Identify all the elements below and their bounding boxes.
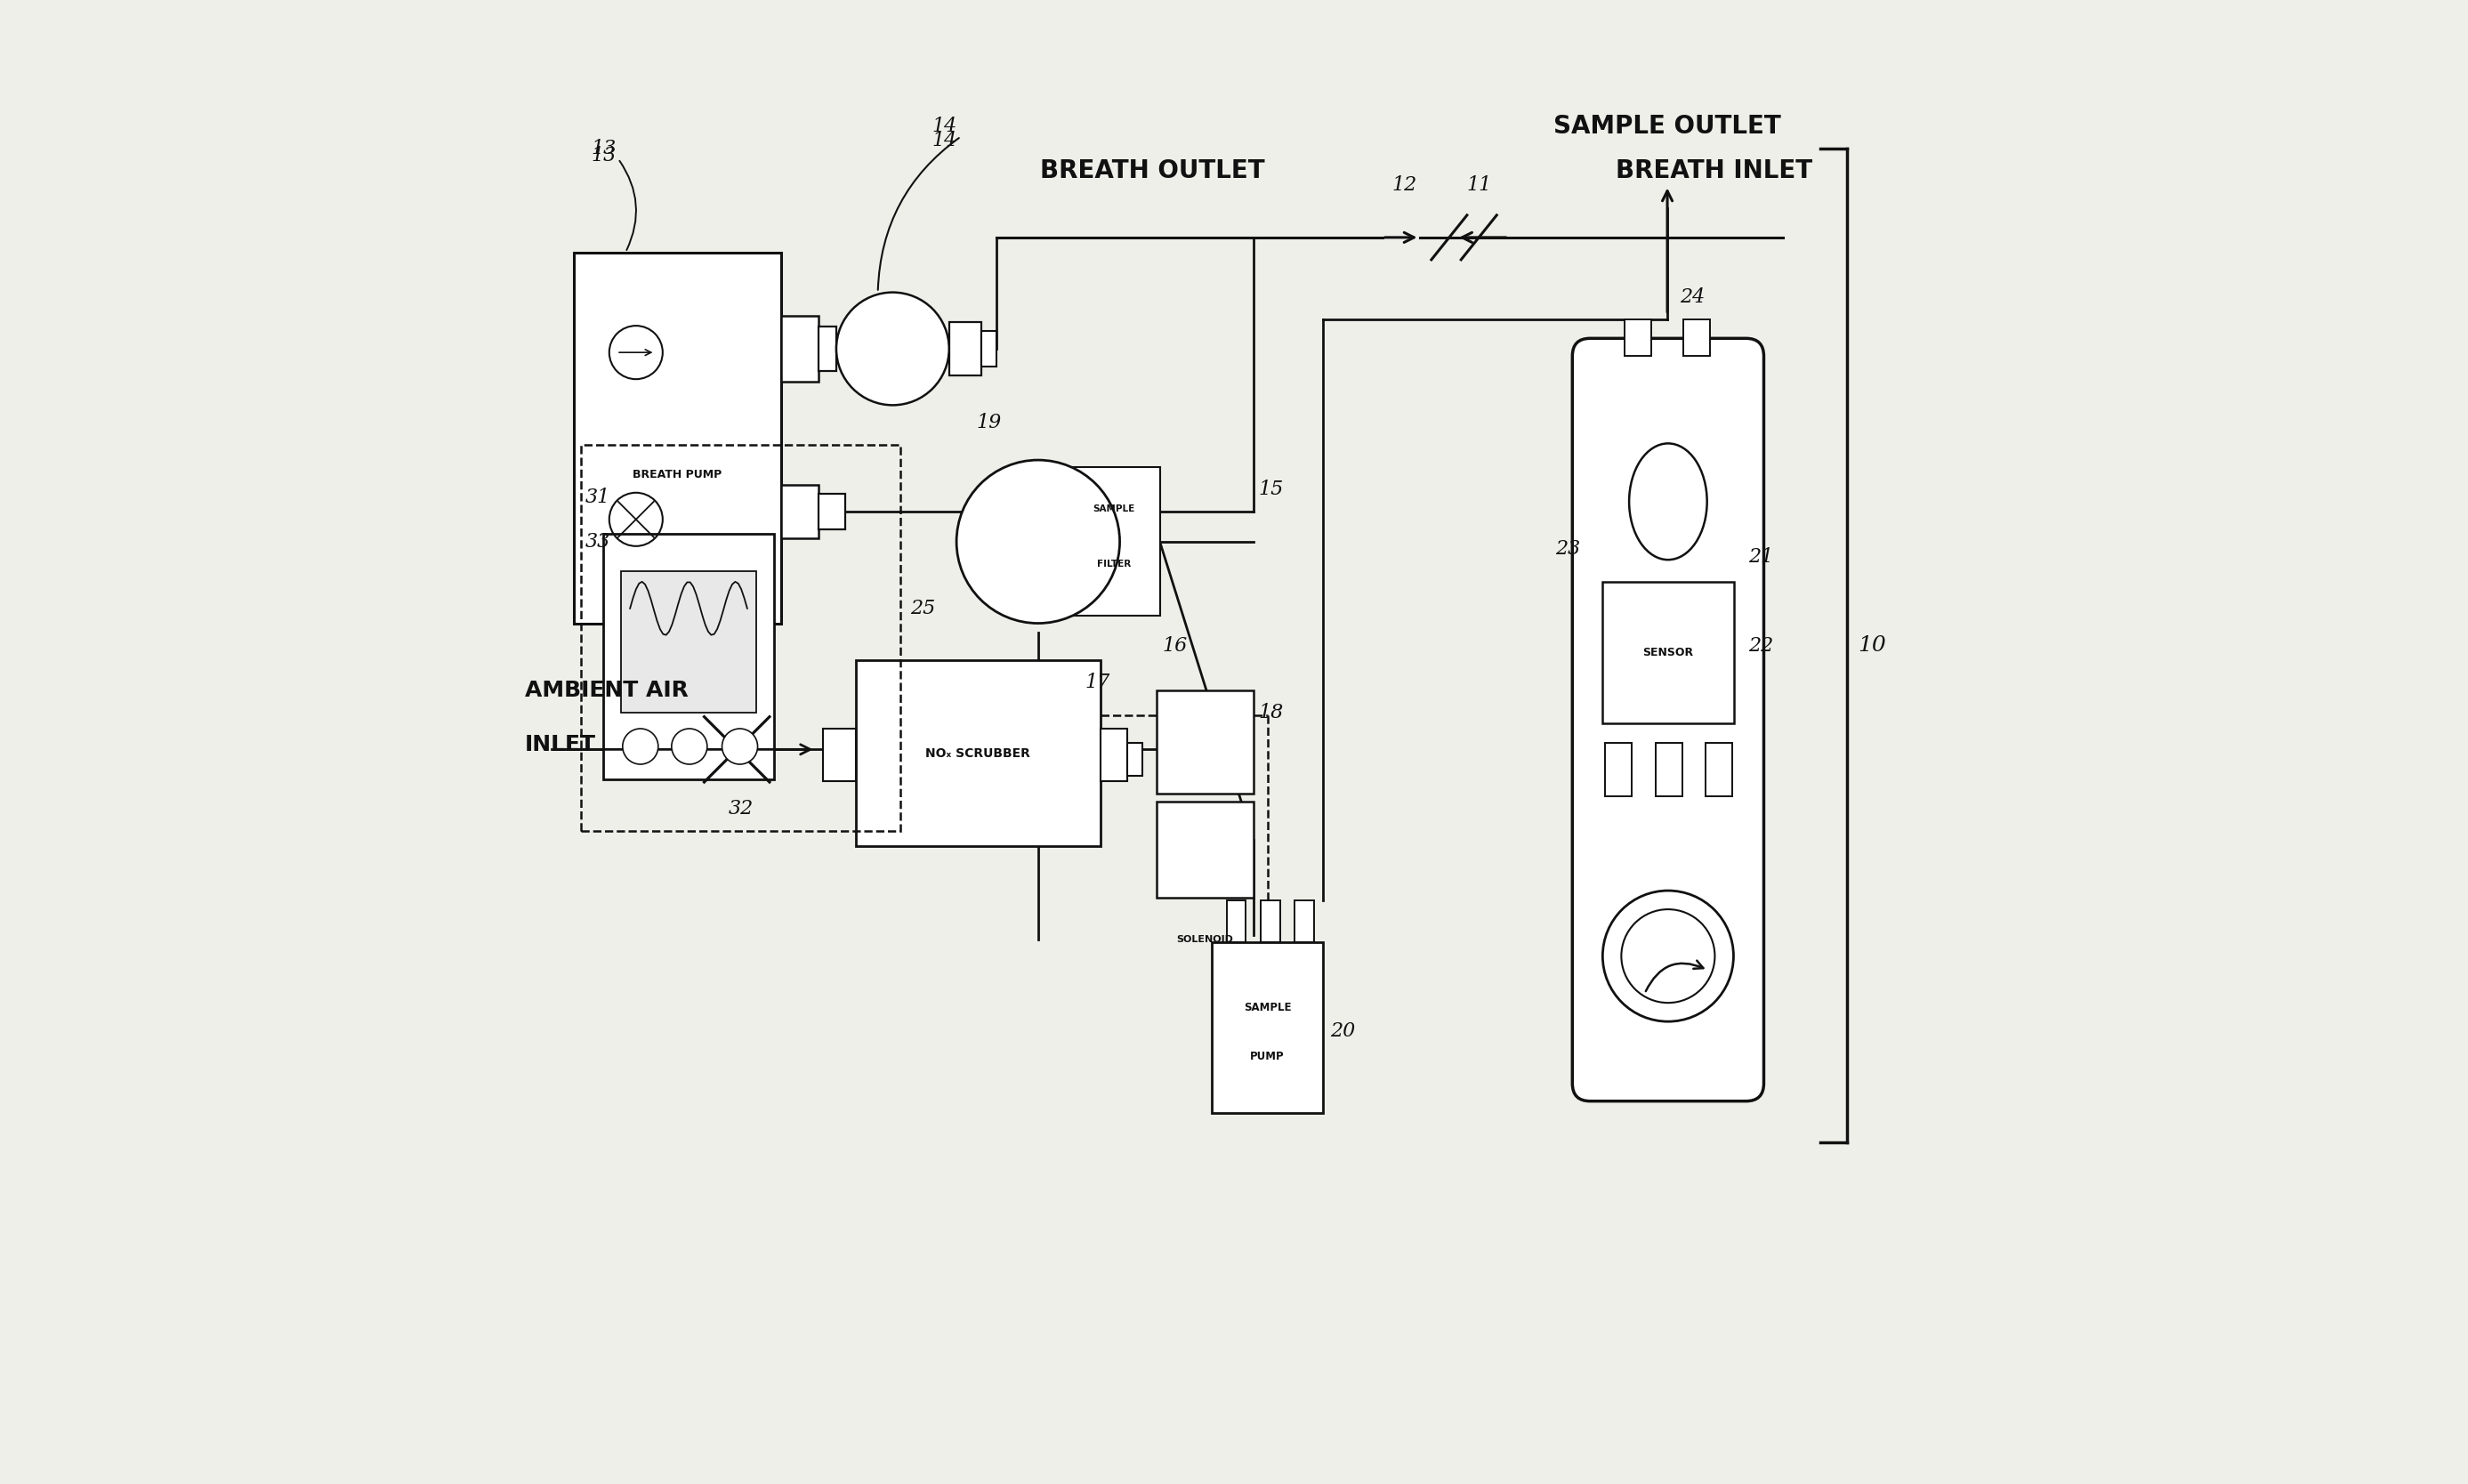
Text: 17: 17 — [1086, 672, 1111, 693]
Circle shape — [958, 460, 1120, 623]
Text: 33: 33 — [585, 531, 610, 552]
FancyBboxPatch shape — [1572, 338, 1765, 1101]
Circle shape — [622, 729, 659, 764]
Bar — [856, 660, 1101, 846]
Bar — [1227, 901, 1246, 942]
Text: INLET: INLET — [526, 735, 595, 755]
Bar — [573, 252, 782, 623]
Bar — [602, 534, 775, 779]
Text: SAMPLE OUTLET: SAMPLE OUTLET — [1552, 114, 1782, 138]
Bar — [1157, 801, 1254, 898]
Bar — [1261, 901, 1281, 942]
Bar — [580, 445, 901, 831]
Circle shape — [723, 729, 758, 764]
Text: 14: 14 — [933, 131, 958, 151]
Bar — [1656, 742, 1683, 795]
Text: 18: 18 — [1259, 702, 1283, 723]
Bar — [782, 316, 819, 381]
Text: BREATH INLET: BREATH INLET — [1617, 159, 1812, 183]
Bar — [1683, 319, 1710, 356]
Text: AMBIENT AIR: AMBIENT AIR — [526, 680, 689, 700]
Text: 13: 13 — [590, 145, 617, 166]
Circle shape — [837, 292, 950, 405]
Bar — [1212, 942, 1323, 1113]
Bar — [819, 494, 844, 530]
Text: SOLENOID: SOLENOID — [1177, 935, 1234, 944]
Bar — [819, 326, 837, 371]
Bar — [822, 729, 856, 781]
Text: SAMPLE: SAMPLE — [1244, 1002, 1291, 1014]
Text: PUMP: PUMP — [1251, 1051, 1283, 1063]
Text: 11: 11 — [1466, 175, 1491, 196]
Bar — [1624, 319, 1651, 356]
Text: 16: 16 — [1162, 635, 1187, 656]
Text: 20: 20 — [1330, 1021, 1355, 1042]
Circle shape — [1602, 890, 1733, 1021]
Text: FILTER: FILTER — [1096, 559, 1130, 568]
Text: NOₓ SCRUBBER: NOₓ SCRUBBER — [926, 746, 1032, 760]
Text: 10: 10 — [1858, 635, 1886, 656]
Bar — [1157, 690, 1254, 794]
Bar — [1602, 582, 1735, 723]
Bar — [1296, 901, 1313, 942]
Text: BREATH OUTLET: BREATH OUTLET — [1039, 159, 1264, 183]
Text: 24: 24 — [1681, 286, 1705, 307]
Bar — [1069, 467, 1160, 616]
Bar — [1705, 742, 1733, 795]
Bar — [1101, 729, 1128, 781]
Text: 13: 13 — [590, 138, 617, 159]
Text: 14: 14 — [933, 116, 958, 137]
Text: 12: 12 — [1392, 175, 1417, 196]
Text: 15: 15 — [1259, 479, 1283, 500]
Text: 22: 22 — [1747, 635, 1774, 656]
Circle shape — [671, 729, 708, 764]
Text: BREATH PUMP: BREATH PUMP — [632, 469, 723, 481]
Bar — [982, 331, 997, 367]
Bar — [950, 322, 982, 375]
Text: SAMPLE: SAMPLE — [1093, 505, 1135, 513]
Text: 23: 23 — [1555, 539, 1580, 559]
Text: 25: 25 — [911, 598, 935, 619]
Bar — [782, 485, 819, 539]
Text: 31: 31 — [585, 487, 610, 508]
Bar — [1604, 742, 1631, 795]
Bar — [1128, 743, 1143, 776]
Text: 21: 21 — [1747, 546, 1774, 567]
Text: 32: 32 — [728, 798, 753, 819]
Bar — [622, 571, 755, 712]
Text: 19: 19 — [977, 413, 1002, 433]
Text: SENSOR: SENSOR — [1644, 647, 1693, 659]
